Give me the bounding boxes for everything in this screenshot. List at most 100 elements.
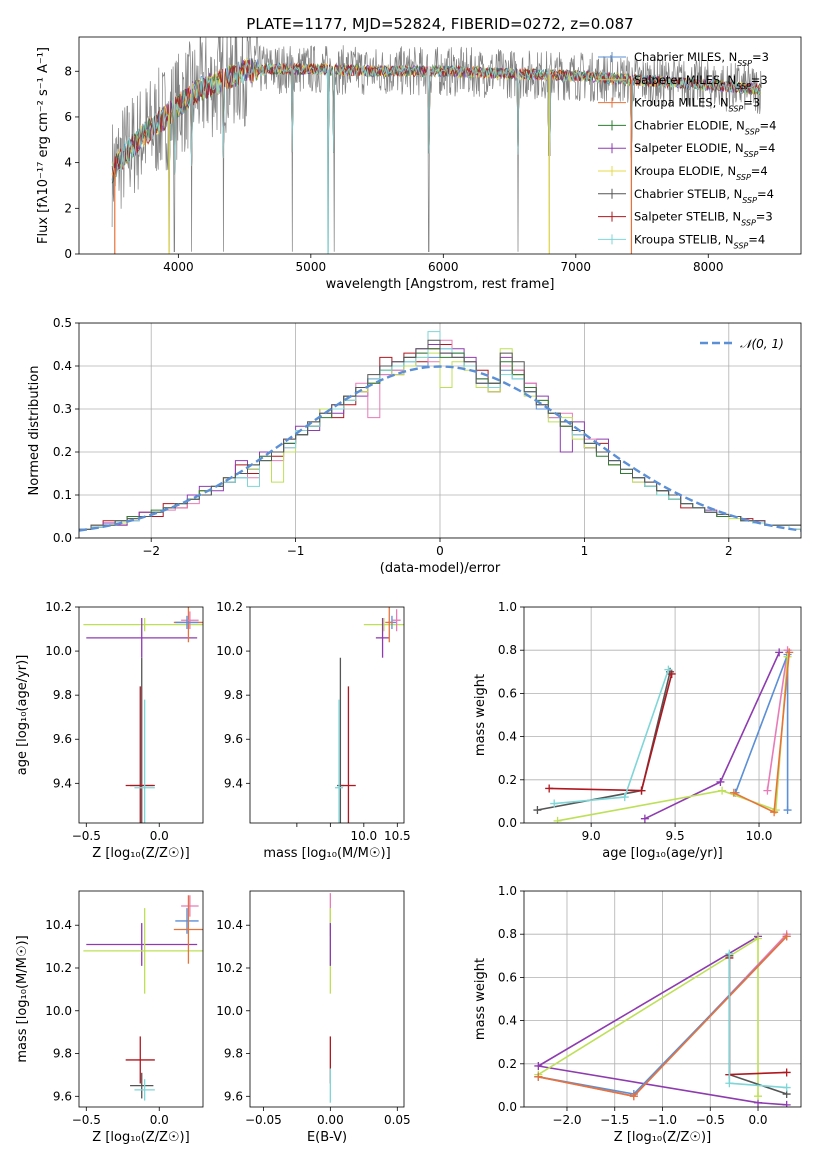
x-tick-label: 1	[581, 544, 589, 558]
y-tick-label: 0	[64, 247, 72, 261]
weight-series	[536, 935, 787, 1106]
y-tick-label: 0.3	[53, 402, 72, 416]
plus-marker	[754, 1092, 763, 1101]
plus-marker	[763, 786, 772, 795]
x-tick-label: −1.0	[648, 1113, 677, 1127]
x-tick-label: −2.0	[552, 1113, 581, 1127]
plot-area	[79, 323, 801, 538]
legend-text: =4	[757, 187, 774, 201]
y-tick-label: 10.0	[45, 644, 72, 658]
y-tick-label: 10.2	[216, 961, 243, 975]
weight-series	[537, 937, 759, 1097]
y-tick-label: 0.5	[53, 316, 72, 330]
y-tick-label: 1.0	[498, 600, 517, 614]
legend-subscript: SSP	[736, 81, 751, 90]
y-tick-label: 10.0	[216, 1004, 243, 1018]
x-axis-label: mass [log₁₀(M/M☉)]	[263, 846, 390, 861]
y-axis-label: Flux [fλ10⁻¹⁷ erg cm⁻² s⁻¹ A⁻¹]	[36, 47, 51, 244]
y-tick-label: 10.2	[45, 961, 72, 975]
plus-marker	[664, 665, 673, 674]
axes-frame	[523, 606, 802, 824]
y-axis-label: age [log₁₀(age/yr)]	[15, 655, 30, 776]
y-tick-label: 10.2	[45, 600, 72, 614]
legend-label: Salpeter STELIB, NSSP=3	[634, 210, 773, 228]
x-tick-label: −2	[142, 544, 160, 558]
y-tick-label: 0.6	[498, 970, 517, 984]
plus-marker	[620, 793, 629, 802]
y-tick-label: 9.8	[224, 1047, 243, 1061]
spectrum-data-line	[111, 37, 762, 253]
y-tick-label: 9.6	[224, 1089, 243, 1103]
legend-text: Salpeter MILES, N	[634, 73, 736, 87]
panel-age-vs-mass: 10.0 10.5 9.4 9.6 9.8 10.0 10.2 mass [log₁₀(M/M…	[216, 600, 410, 861]
legend-text: =3	[756, 210, 773, 224]
plot-area	[83, 895, 203, 1101]
y-tick-label: 9.4	[53, 776, 72, 790]
legend-label: Kroupa STELIB, NSSP=4	[634, 232, 765, 250]
y-tick-label: 4	[64, 156, 72, 170]
x-axis-label: age [log₁₀(age/yr)]	[602, 846, 723, 861]
x-axis-label: E(B-V)	[307, 1130, 347, 1145]
x-tick-label: 10.0	[350, 829, 377, 843]
legend-subscript: SSP	[744, 150, 759, 159]
plus-marker	[553, 816, 562, 823]
x-tick-label: 7000	[561, 260, 592, 274]
axes-frame	[249, 606, 405, 824]
legend-text: Salpeter STELIB, N	[634, 210, 741, 224]
x-tick-label: 8000	[693, 260, 724, 274]
y-tick-label: 0.2	[498, 773, 517, 787]
x-tick-label: 0.05	[384, 1113, 411, 1127]
y-tick-label: 0.0	[498, 1100, 517, 1114]
legend-text: =3	[752, 50, 769, 64]
gaussian-curve	[79, 365, 801, 532]
legend-text: Kroupa MILES, N	[634, 96, 729, 110]
plus-marker	[783, 652, 792, 661]
plus-marker	[725, 1079, 734, 1088]
plot-area	[335, 607, 404, 823]
plot-area	[524, 607, 801, 823]
x-tick-label: −1.5	[600, 1113, 629, 1127]
weight-series	[557, 656, 789, 822]
x-axis-label: Z [log₁₀(Z/Z☉)]	[614, 1130, 711, 1145]
x-tick-label: 5000	[296, 260, 327, 274]
legend-text: Kroupa ELODIE, N	[634, 164, 736, 178]
axes-frame	[78, 606, 204, 824]
legend-label: Kroupa MILES, NSSP=3	[634, 96, 760, 114]
x-tick-label: 0.00	[317, 1113, 344, 1127]
panel-residuals: −2 −1 0 1 2 0.0 0.1 0.2 0.3 0.4 0.5 (data-model)/er…	[27, 316, 802, 576]
panel-mass-vs-Z: −0.5 0.0 9.6 9.8 10.0 10.2 10.4 Z [log₁₀(Z/Z☉)]…	[15, 890, 204, 1145]
plus-marker	[534, 1072, 543, 1081]
x-tick-label: −0.5	[696, 1113, 725, 1127]
y-tick-label: 0.4	[53, 359, 72, 373]
y-tick-label: 9.4	[224, 776, 243, 790]
legend-text: =4	[758, 141, 775, 155]
plus-marker	[534, 1061, 543, 1070]
plus-marker	[782, 1100, 791, 1107]
y-tick-label: 10.0	[45, 1004, 72, 1018]
plus-marker	[640, 814, 649, 823]
plus-marker	[785, 648, 794, 657]
legend-label: Chabrier MILES, NSSP=3	[634, 50, 769, 68]
x-tick-label: 0	[436, 544, 444, 558]
y-tick-label: 9.8	[53, 688, 72, 702]
plus-marker	[667, 669, 676, 678]
plus-marker	[637, 786, 646, 795]
plus-marker	[533, 806, 542, 815]
x-tick-label: 9.5	[666, 829, 685, 843]
plus-marker	[754, 934, 763, 943]
plus-marker	[550, 799, 559, 808]
legend-label: Salpeter MILES, NSSP=3	[634, 73, 768, 91]
panel-weight-vs-Z: −2.0 −1.5 −1.0 −0.5 0.0 0.0 0.2 0.4 0.6 0.8 1.0 Z […	[473, 884, 802, 1145]
weight-series	[549, 673, 673, 792]
legend-text: Chabrier ELODIE, N	[634, 118, 745, 132]
y-tick-label: 1.0	[498, 884, 517, 898]
y-tick-label: 9.8	[224, 688, 243, 702]
plus-marker	[782, 1083, 791, 1092]
plus-marker	[729, 788, 738, 797]
weight-series	[766, 650, 789, 791]
axes-frame	[249, 890, 405, 1108]
legend-text: Salpeter ELODIE, N	[634, 141, 744, 155]
y-tick-label: 10.0	[216, 644, 243, 658]
legend-text: =3	[743, 96, 760, 110]
